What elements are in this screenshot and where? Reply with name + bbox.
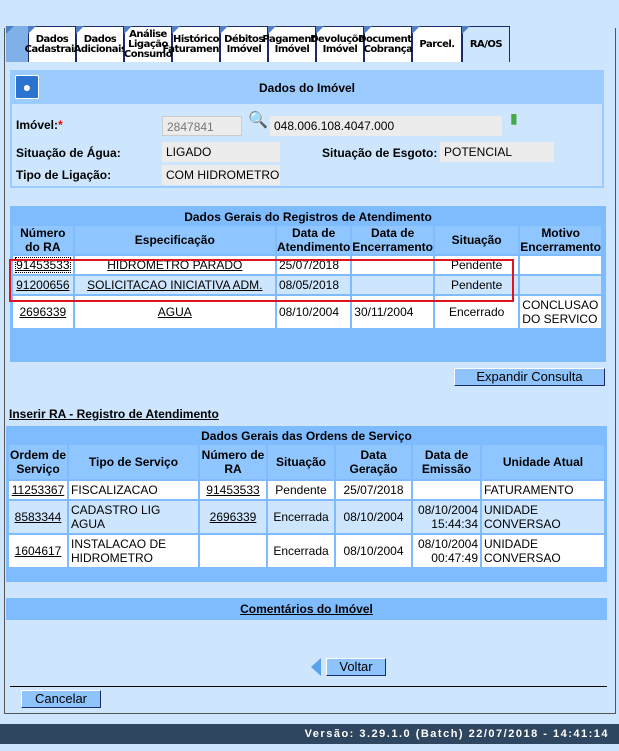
cell: 08/10/2004 00:47:49: [413, 535, 480, 567]
tab-dados-adicionais[interactable]: Dados Adicionais: [74, 26, 127, 62]
cell: CONCLUSAO DO SERVICO: [520, 296, 601, 328]
cell: Pendente: [268, 481, 334, 499]
comentarios-link[interactable]: Comentários do Imóvel: [240, 602, 373, 616]
tab-dados-cadastrais[interactable]: Dados Cadastrais: [25, 26, 80, 62]
os-link[interactable]: 1604617: [14, 544, 62, 558]
table-row: 8583344 CADASTRO LIG AGUA 2696339 Encerrada…: [9, 501, 604, 533]
os-link[interactable]: 8583344: [14, 510, 62, 524]
agua-label: Situação de Água:: [16, 146, 121, 160]
cell: CADASTRO LIG AGUA: [69, 501, 198, 533]
tab-devolucoes-imovel[interactable]: Devoluções Imóvel: [310, 26, 370, 62]
imovel-input[interactable]: 2847841: [162, 116, 242, 136]
cell: INSTALACAO DE HIDROMETRO: [69, 535, 198, 567]
expandir-consulta-button[interactable]: Expandir Consulta: [454, 368, 605, 386]
imovel-panel: ● Dados do Imóvel Imóvel:* 2847841 🔍 048…: [10, 70, 604, 188]
cell: FATURAMENTO: [482, 481, 604, 499]
comentarios-bar: Comentários do Imóvel: [6, 598, 607, 620]
cell: Encerrada: [268, 501, 334, 533]
col-unidade-atual: Unidade Atual: [482, 445, 604, 479]
cancelar-button[interactable]: Cancelar: [21, 690, 101, 708]
inscricao-field: 048.006.108.4047.000: [270, 116, 502, 136]
cell: [520, 256, 601, 274]
imovel-title: Dados do Imóvel: [258, 81, 356, 95]
eraser-icon[interactable]: ▮: [510, 110, 518, 126]
especificacao-link[interactable]: AGUA: [157, 305, 192, 319]
os-panel: Dados Gerais das Ordens de Serviço Ordem…: [6, 426, 607, 582]
cell: UNIDADE CONVERSAO: [482, 501, 604, 533]
os-link[interactable]: 11253367: [11, 483, 65, 497]
ra-title: Dados Gerais do Registros de Atendimento: [184, 210, 432, 224]
cell: FISCALIZACAO: [69, 481, 198, 499]
ra-link[interactable]: 91453533: [15, 257, 71, 273]
col-situacao: Situação: [268, 445, 334, 479]
cell: [200, 535, 266, 567]
col-especificacao: Especificação: [74, 226, 275, 254]
col-ordem-servico: Ordem de Serviço: [9, 445, 67, 479]
os-table: Ordem de Serviço Tipo de Serviço Número de…: [7, 443, 606, 569]
cell: [413, 481, 480, 499]
col-tipo-servico: Tipo de Serviço: [69, 445, 198, 479]
ra-link[interactable]: 2696339: [209, 510, 257, 524]
tab-documento-cobranca[interactable]: Documento Cobrança: [358, 26, 418, 62]
agua-value: LIGADO: [162, 142, 280, 162]
cell: 25/07/2018: [336, 481, 411, 499]
tab-ra-os[interactable]: RA/OS: [462, 26, 510, 62]
tab-parcel[interactable]: Parcel.: [412, 26, 462, 62]
divider: [10, 686, 607, 687]
especificacao-link[interactable]: SOLICITACAO INICIATIVA ADM.: [87, 278, 263, 292]
imovel-label: Imóvel:*: [16, 118, 63, 132]
inserir-ra-link[interactable]: Inserir RA - Registro de Atendimento: [9, 407, 219, 421]
voltar-button[interactable]: Voltar: [326, 658, 386, 676]
tab-analise-ligacao[interactable]: Análise Ligação Consumo: [124, 26, 173, 62]
back-arrow-icon[interactable]: [311, 658, 321, 676]
col-data-atendimento: Data de Atendimento: [276, 226, 351, 254]
tab-spacer: [6, 26, 28, 62]
ligacao-label: Tipo de Ligação:: [16, 168, 112, 182]
col-data-encerramento: Data de Encerramento: [352, 226, 433, 254]
col-numero-ra: Número de RA: [200, 445, 266, 479]
cell: 08/10/2004: [336, 535, 411, 567]
esgoto-label: Situação de Esgoto:: [322, 146, 438, 160]
cell: [352, 276, 433, 294]
col-motivo: Motivo Encerramento: [520, 226, 601, 254]
ra-link[interactable]: 2696339: [19, 305, 67, 319]
ligacao-value: COM HIDROMETRO: [162, 165, 280, 185]
tab-bar: Dados Cadastrais Dados Adicionais Anális…: [6, 26, 510, 62]
cell: Pendente: [434, 276, 519, 294]
col-situacao: Situação: [434, 226, 519, 254]
table-row: 91200656 SOLICITACAO INICIATIVA ADM. 08/05…: [13, 276, 601, 294]
col-numero-ra: Número do RA: [13, 226, 73, 254]
ra-link[interactable]: 91453533: [206, 483, 260, 497]
cell: 08/10/2004 15:44:34: [413, 501, 480, 533]
table-row: 1604617 INSTALACAO DE HIDROMETRO Encerrada…: [9, 535, 604, 567]
chat-icon[interactable]: ●: [15, 75, 39, 99]
tab-pagamento-imovel[interactable]: Pagamento Imóvel: [262, 26, 322, 62]
cell: [520, 276, 601, 294]
cell: Encerrada: [268, 535, 334, 567]
tab-debitos-imovel[interactable]: Débitos Imóvel: [220, 26, 268, 62]
os-title: Dados Gerais das Ordens de Serviço: [201, 429, 412, 443]
highlight-box: [9, 259, 514, 302]
ra-link[interactable]: 91200656: [16, 278, 70, 292]
cell: 08/05/2018: [276, 276, 351, 294]
cell: UNIDADE CONVERSAO: [482, 535, 604, 567]
cell: 08/10/2004: [336, 501, 411, 533]
search-icon[interactable]: 🔍: [248, 112, 268, 129]
especificacao-link[interactable]: HIDROMETRO PARADO: [107, 258, 243, 272]
esgoto-value: POTENCIAL: [440, 142, 554, 162]
table-row: 11253367 FISCALIZACAO 91453533 Pendente 25/0…: [9, 481, 604, 499]
footer-version: Versão: 3.29.1.0 (Batch) 22/07/2018 - 14…: [0, 724, 619, 744]
tab-historico-faturamento[interactable]: Histórico Faturamento: [162, 26, 230, 62]
col-data-emissao: Data de Emissão: [413, 445, 480, 479]
col-data-geracao: Data Geração: [336, 445, 411, 479]
